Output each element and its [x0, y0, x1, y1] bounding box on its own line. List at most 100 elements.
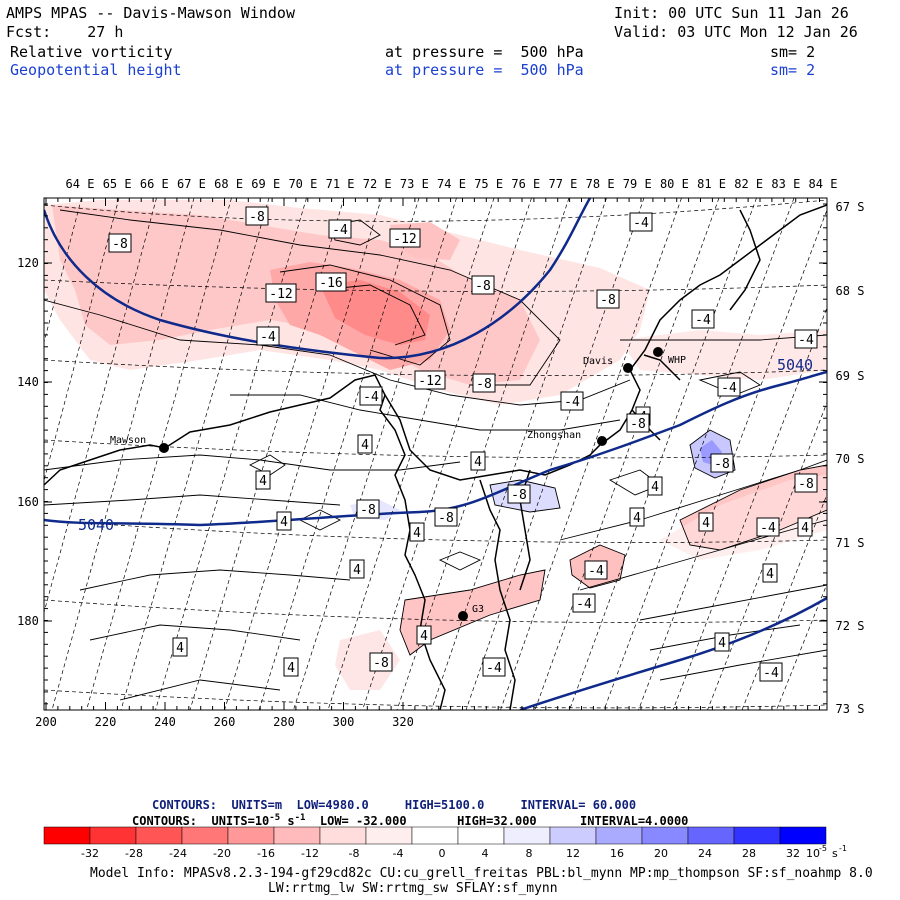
vort-label-box: -8	[507, 484, 531, 504]
station-dot-mawson	[159, 443, 169, 453]
colorbar-unit-s: s	[832, 847, 838, 860]
top-lon-label: 71 E	[326, 177, 355, 191]
colorbar-swatch	[181, 826, 229, 845]
top-longitude-labels: 64 E 65 E 66 E 67 E 68 E 69 E 70 E 71 E 72 E 73 E…	[66, 177, 838, 191]
vort-label-text: 4	[353, 563, 361, 578]
vort-label-text: -8	[249, 210, 265, 225]
vort-label-box: -4	[359, 386, 383, 406]
valid-time: Valid: 03 UTC Mon 12 Jan 26	[614, 23, 858, 41]
vort-label-box: 4	[349, 559, 365, 579]
field2-name: Geopotential height	[10, 61, 182, 79]
vort-label-text: -4	[633, 216, 649, 231]
vort-label-text: -4	[260, 330, 276, 345]
vort-label-text: -4	[695, 313, 711, 328]
vort-label-box: 4	[255, 470, 271, 490]
colorbar-tick-label: 12	[566, 847, 580, 860]
vort-label-text: -8	[112, 237, 128, 252]
top-lon-label: 69 E	[251, 177, 280, 191]
top-lon-label: 81 E	[697, 177, 726, 191]
vort-label-text: 4	[287, 661, 295, 676]
vort-label-text: -8	[438, 511, 454, 526]
coastline	[44, 204, 827, 710]
vort-fill-neg4c	[620, 330, 827, 380]
contour2-prefix: CONTOURS: UNITS=10	[132, 814, 270, 828]
contour-info-height: CONTOURS: UNITS=m LOW=4980.0 HIGH=5100.0…	[152, 797, 636, 813]
vort-label-text: 4	[361, 438, 369, 453]
top-lon-label: 77 E	[548, 177, 577, 191]
left-axis-label: 140	[17, 375, 39, 389]
colorbar-tick-label: 32	[786, 847, 800, 860]
vort-label-box: -12	[414, 370, 446, 390]
station-markers: Mawson Davis WHP Zhongshan G3	[110, 347, 686, 621]
vort-label-text: -8	[511, 488, 527, 503]
colorbar-tick-label: 4	[482, 847, 489, 860]
vort-label-text: -4	[588, 564, 604, 579]
vort-label-box: -4	[256, 326, 280, 346]
station-label-whp: WHP	[668, 355, 686, 366]
vort-label-box: -8	[108, 233, 132, 253]
vort-fill-neg16	[320, 280, 430, 345]
contour2-exp2: -1	[294, 813, 306, 823]
vort-label-box: 4	[698, 512, 714, 532]
vort-label-text: -8	[600, 293, 616, 308]
top-lon-label: 78 E	[586, 177, 615, 191]
top-lon-label: 66 E	[140, 177, 169, 191]
top-lon-label: 68 E	[214, 177, 243, 191]
vort-label-box: -4	[629, 212, 653, 232]
vort-label-box: -8	[596, 289, 620, 309]
station-label-g3: G3	[472, 604, 484, 615]
vort-label-box: -8	[245, 206, 269, 226]
station-label-zhongshan: Zhongshan	[527, 430, 581, 441]
station-dot-zhongshan	[597, 436, 607, 446]
right-lat-label: 67 S	[836, 200, 865, 214]
vort-label-text: 4	[474, 455, 482, 470]
colorbar-swatch	[641, 826, 689, 845]
vort-label-text: -4	[760, 521, 776, 536]
height-label-5040-west: 5040	[78, 516, 114, 534]
colorbar-swatch	[457, 826, 505, 845]
colorbar-swatch	[549, 826, 597, 845]
vort-label-box: -4	[691, 309, 715, 329]
top-lon-label: 70 E	[288, 177, 317, 191]
top-lon-label: 64 E	[66, 177, 95, 191]
vort-label-box: -16	[315, 272, 347, 292]
field2-pressure: at pressure = 500 hPa	[385, 61, 584, 79]
colorbar-swatch	[503, 826, 551, 845]
vort-label-box: 4	[409, 522, 425, 542]
station-dot-g3	[458, 611, 468, 621]
right-lat-label: 71 S	[836, 536, 865, 550]
station-dot-davis	[623, 363, 633, 373]
contour2-exp: -5	[269, 813, 281, 823]
vort-label-box: -4	[756, 517, 780, 537]
vort-fill-neg4d	[660, 475, 827, 560]
colorbar-tick-label: -8	[349, 847, 360, 860]
vort-label-text: -4	[564, 395, 580, 410]
top-lon-label: 83 E	[771, 177, 800, 191]
station-label-davis: Davis	[583, 356, 613, 367]
plot-title: AMPS MPAS -- Davis-Mawson Window	[6, 4, 295, 22]
top-lon-label: 75 E	[474, 177, 503, 191]
colorbar-unit-exp: -5	[819, 844, 827, 853]
vort-label-box: -4	[560, 391, 584, 411]
vort-label-text: 4	[420, 629, 428, 644]
contour1-interval-label: INTERVAL=	[520, 798, 586, 812]
vort-label-box: 4	[714, 632, 730, 652]
field1-name: Relative vorticity	[10, 43, 173, 61]
vort-label-text: -8	[373, 656, 389, 671]
contour2-low: -32.000	[356, 814, 407, 828]
vort-label-text: -4	[721, 381, 737, 396]
vort-label-box: 4	[416, 625, 432, 645]
model-info-line1: Model Info: MPASv8.2.3-194-gf29cd82c CU:…	[90, 866, 873, 881]
top-lon-label: 74 E	[437, 177, 466, 191]
colorbar-swatch	[779, 826, 827, 845]
colorbar-swatch	[319, 826, 367, 845]
vort-label-box: -4	[328, 219, 352, 239]
colorbar-swatch	[89, 826, 137, 845]
top-lon-label: 67 E	[177, 177, 206, 191]
model-info-line2: LW:rrtmg_lw SW:rrtmg_sw SFLAY:sf_mynn	[268, 881, 558, 896]
colorbar-swatch	[135, 826, 183, 845]
contour1-high: 5100.0	[441, 798, 485, 812]
vort-fill-neg8e	[400, 570, 545, 655]
vort-label-box: -4	[794, 329, 818, 349]
right-lat-label: 68 S	[836, 284, 865, 298]
